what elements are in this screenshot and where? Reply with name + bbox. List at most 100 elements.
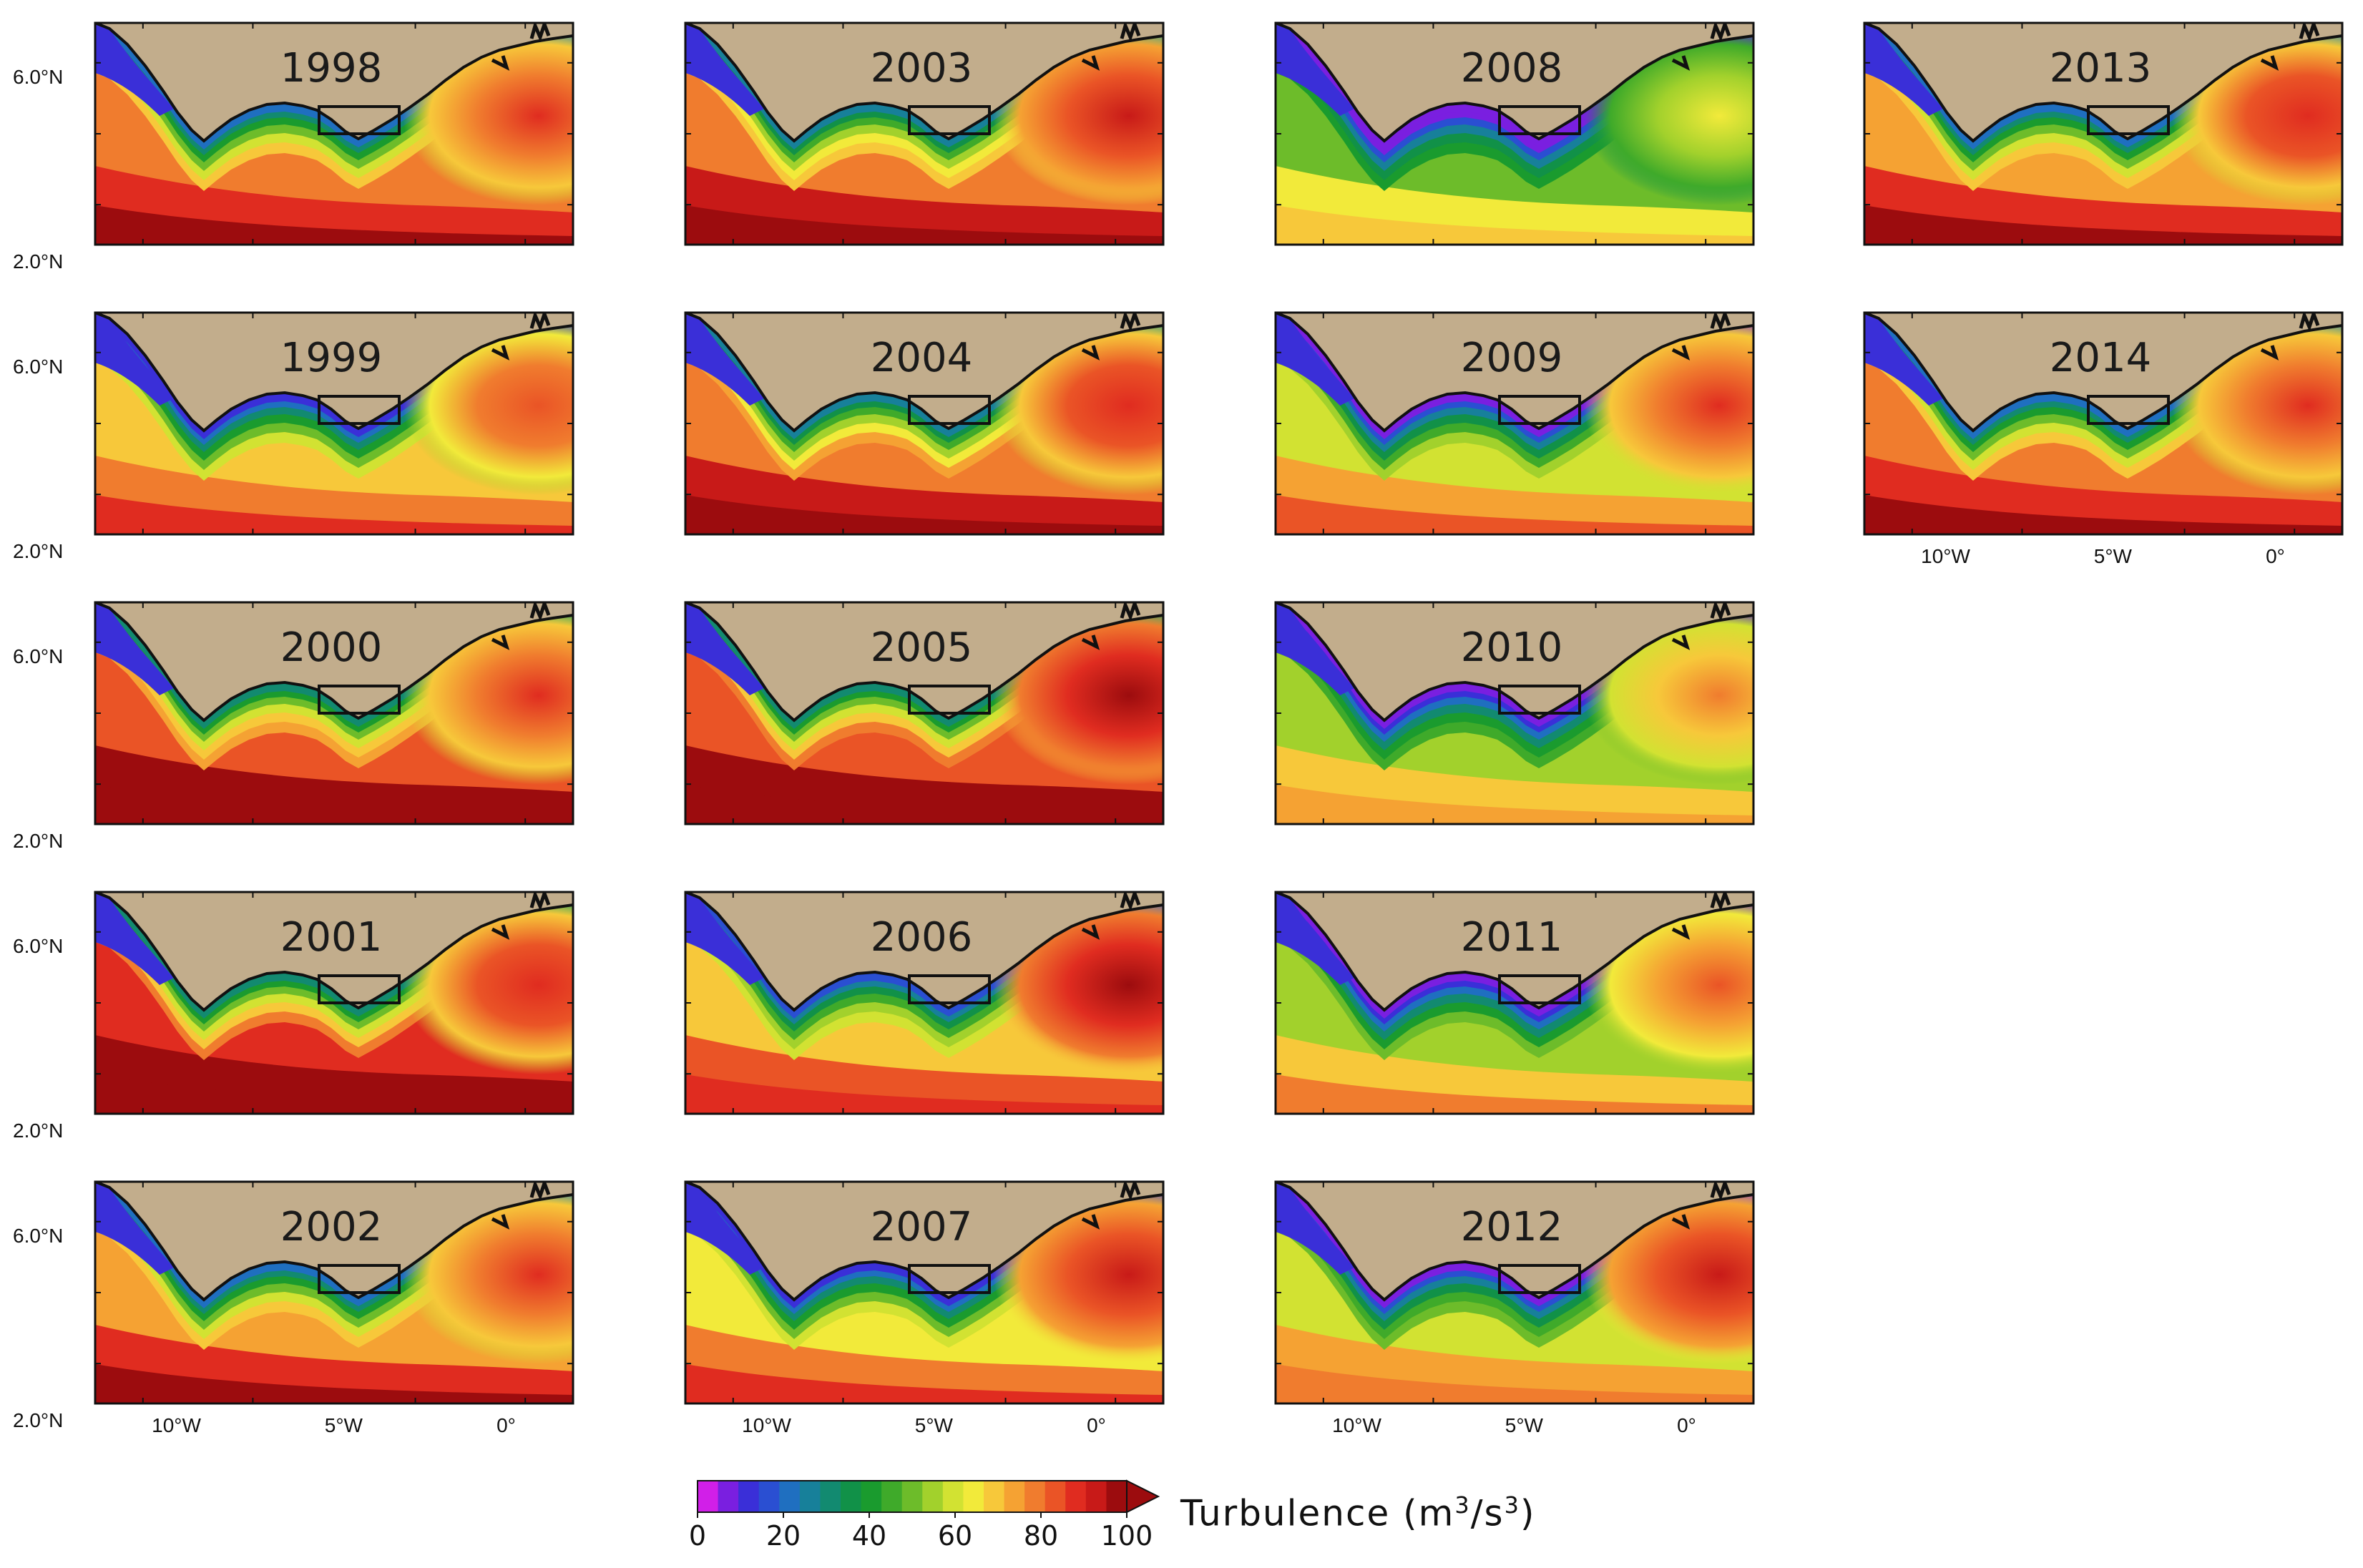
turbulence-field: 2012	[1274, 1180, 1755, 1405]
coastline	[95, 313, 573, 433]
turbulence-field: 2001	[94, 891, 574, 1115]
year-label: 1998	[280, 45, 383, 92]
longitude-label: 0°	[2266, 545, 2285, 567]
southern-band	[1276, 1364, 1753, 1403]
colorbar-title-text: Turbulence (m	[1180, 1492, 1455, 1534]
colorbar-tick-label: 0	[688, 1520, 707, 1552]
western-coastal-strip	[685, 892, 764, 985]
colorbar-segment	[718, 1481, 739, 1512]
study-area-box	[1498, 974, 1581, 1004]
colorbar-segment	[963, 1481, 984, 1512]
turbulence-field: 2004	[684, 311, 1165, 536]
study-area-box	[908, 1264, 991, 1294]
year-label: 2002	[280, 1204, 383, 1250]
year-label: 2000	[280, 624, 383, 671]
turbulence-field: 1998	[94, 21, 574, 246]
study-area-box	[1498, 1264, 1581, 1294]
coastline	[95, 602, 573, 722]
year-label: 2011	[1461, 914, 1563, 961]
colorbar-title-exponent: 3	[1454, 1491, 1471, 1519]
study-area-box	[318, 685, 401, 715]
longitude-label: 0°	[496, 1414, 516, 1436]
coastline	[1276, 1182, 1753, 1302]
colorbar-segment	[901, 1481, 923, 1512]
western-coastal-strip	[1276, 23, 1354, 116]
map-panel-1998: 1998	[94, 21, 574, 246]
longitude-label: 5°W	[324, 1414, 363, 1436]
longitude-label: 0°	[1087, 1414, 1106, 1436]
lagoon-outline	[1081, 1182, 1141, 1230]
map-panel-2013: 2013	[1863, 21, 2344, 246]
land-area	[95, 23, 573, 141]
colorbar-segment	[779, 1481, 801, 1512]
lagoon-outline	[491, 1182, 551, 1230]
western-coastal-strip	[1276, 892, 1354, 985]
study-area-box	[1498, 105, 1581, 135]
land-area	[1276, 602, 1753, 720]
year-label: 2012	[1461, 1204, 1563, 1250]
study-area-box	[908, 105, 991, 135]
study-area-box	[2087, 395, 2170, 425]
southern-band	[95, 205, 573, 245]
colorbar-segment	[861, 1481, 882, 1512]
study-area-box	[908, 685, 991, 715]
western-coastal-strip	[95, 313, 174, 406]
colorbar-title-exponent: 3	[1504, 1491, 1520, 1519]
land-area	[685, 1182, 1163, 1300]
year-label: 2008	[1461, 45, 1563, 92]
colorbar-segment	[1044, 1481, 1066, 1512]
western-coastal-strip	[1276, 1182, 1354, 1275]
coastline	[1276, 313, 1753, 433]
southern-band	[1276, 205, 1753, 245]
longitude-label: 5°W	[914, 1414, 953, 1436]
colorbar	[697, 1479, 1160, 1518]
lagoon-outline	[491, 313, 551, 361]
turbulence-field: 2006	[684, 891, 1165, 1115]
colorbar-segment	[738, 1481, 760, 1512]
map-panel-1999: 1999	[94, 311, 574, 536]
study-area-box	[1498, 395, 1581, 425]
colorbar-title-text: /s	[1470, 1492, 1505, 1534]
colorbar-segment	[984, 1481, 1005, 1512]
southern-band	[1864, 495, 2342, 534]
latitude-label-south: 2.0°N	[13, 1119, 64, 1142]
year-label: 2014	[2050, 335, 2152, 381]
map-panel-2008: 2008	[1274, 21, 1755, 246]
western-coastal-strip	[685, 1182, 764, 1275]
turbulence-field: 2007	[684, 1180, 1165, 1405]
year-label: 2006	[871, 914, 973, 961]
colorbar-segment	[922, 1481, 944, 1512]
land-area	[1864, 23, 2342, 141]
southern-band	[1276, 785, 1753, 824]
western-coastal-strip	[1276, 313, 1354, 406]
colorbar-segment	[698, 1481, 719, 1512]
lagoon-outline	[2260, 313, 2320, 361]
lagoon-outline	[491, 602, 551, 650]
lagoon-outline	[2260, 23, 2320, 71]
lagoon-outline	[491, 23, 551, 71]
lagoon-outline	[1081, 602, 1141, 650]
coastline	[95, 23, 573, 143]
land-area	[95, 602, 573, 720]
year-label: 2004	[871, 335, 973, 381]
lagoon-outline	[1671, 313, 1731, 361]
year-label: 1999	[280, 335, 383, 381]
colorbar-tick-label: 100	[1100, 1520, 1153, 1552]
latitude-label-south: 2.0°N	[13, 830, 64, 852]
latitude-label-north: 6.0°N	[13, 356, 64, 378]
land-area	[1276, 23, 1753, 141]
land-area	[685, 313, 1163, 431]
longitude-label: 0°	[1677, 1414, 1696, 1436]
lagoon-outline	[1671, 892, 1731, 940]
southern-band	[1276, 495, 1753, 534]
map-panel-2010: 2010	[1274, 601, 1755, 825]
longitude-label: 5°W	[2093, 545, 2132, 567]
land-area	[1276, 313, 1753, 431]
southern-band	[95, 1364, 573, 1403]
turbulence-field: 2002	[94, 1180, 574, 1405]
turbulence-field: 2008	[1274, 21, 1755, 246]
longitude-label: 5°W	[1505, 1414, 1543, 1436]
turbulence-field: 2005	[684, 601, 1165, 825]
coastline	[685, 313, 1163, 433]
